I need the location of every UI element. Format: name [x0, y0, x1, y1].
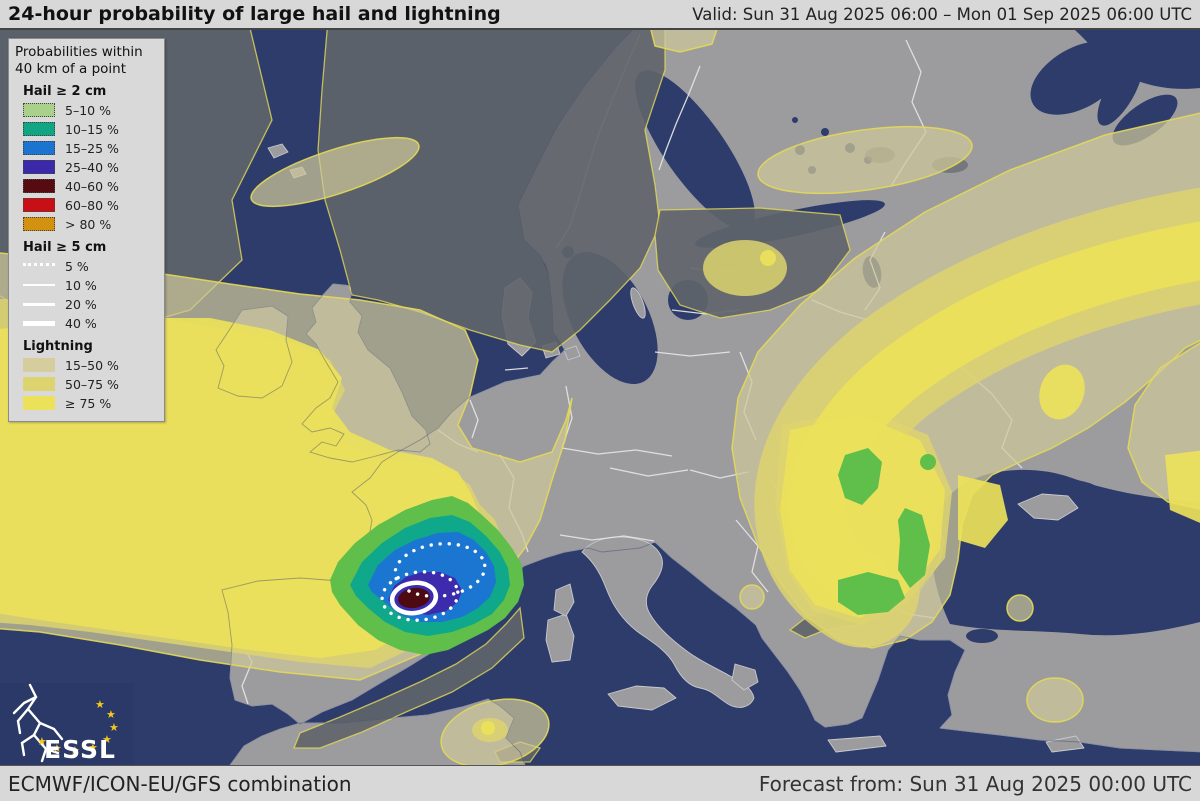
- legend-item-label: > 80 %: [65, 216, 112, 232]
- color-swatch: [23, 103, 55, 118]
- legend-item: 25–40 %: [23, 158, 158, 177]
- legend-item: 50–75 %: [23, 375, 158, 394]
- essl-wordmark: ESSL: [44, 735, 116, 764]
- header-bar: 24-hour probability of large hail and li…: [0, 0, 1200, 30]
- line-style-sample: [23, 263, 55, 269]
- legend-item-label: 15–50 %: [65, 357, 119, 373]
- legend-item-label: 5–10 %: [65, 102, 111, 118]
- legend-item: > 80 %: [23, 215, 158, 234]
- essl-logo: ★ ★ ★ ★ ★ ★ ★ ★ ESSL: [0, 683, 134, 765]
- color-swatch: [23, 396, 55, 411]
- legend-item: 10 %: [23, 276, 158, 295]
- legend-title: Probabilities within 40 km of a point: [15, 44, 143, 77]
- color-swatch: [23, 217, 55, 232]
- legend-item: 40–60 %: [23, 177, 158, 196]
- hail-overlay: [330, 448, 936, 655]
- color-swatch: [23, 122, 55, 137]
- legend-item-label: 60–80 %: [65, 197, 119, 213]
- legend-item: 10–15 %: [23, 120, 158, 139]
- valid-time-label: Valid: Sun 31 Aug 2025 06:00 – Mon 01 Se…: [692, 4, 1192, 24]
- footer-bar: ECMWF/ICON-EU/GFS combination Forecast f…: [0, 765, 1200, 801]
- legend-item: 60–80 %: [23, 196, 158, 215]
- legend-section-heading: Hail ≥ 5 cm: [23, 239, 107, 255]
- line-style-sample: [23, 320, 55, 326]
- star-icon: ★: [95, 698, 105, 711]
- legend-panel: Probabilities within 40 km of a point Ha…: [8, 38, 165, 422]
- line-style-sample: [23, 284, 55, 287]
- legend-item: ≥ 75 %: [23, 394, 158, 413]
- star-icon: ★: [106, 708, 116, 721]
- legend-item: 15–25 %: [23, 139, 158, 158]
- star-icon: ★: [109, 721, 119, 734]
- legend-item-label: 25–40 %: [65, 159, 119, 175]
- color-swatch: [23, 377, 55, 392]
- star-icon: ★: [52, 742, 62, 755]
- color-swatch: [23, 358, 55, 373]
- legend-item-label: 5 %: [65, 258, 89, 274]
- legend-item-label: 10 %: [65, 277, 97, 293]
- legend-item-label: 40–60 %: [65, 178, 119, 194]
- color-swatch: [23, 141, 55, 156]
- lightning-bolt-icon: [12, 683, 64, 763]
- star-icon: ★: [37, 735, 47, 748]
- legend-item: 5–10 %: [23, 101, 158, 120]
- star-icon: ★: [70, 744, 80, 757]
- star-icon: ★: [88, 741, 98, 754]
- color-swatch: [23, 160, 55, 175]
- page-title: 24-hour probability of large hail and li…: [8, 3, 501, 25]
- model-combination-label: ECMWF/ICON-EU/GFS combination: [8, 771, 352, 796]
- legend-item-label: 10–15 %: [65, 121, 119, 137]
- line-style-sample: [23, 302, 55, 306]
- legend-section-heading: Lightning: [23, 338, 93, 354]
- legend-item-label: 50–75 %: [65, 376, 119, 392]
- legend-item-label: 15–25 %: [65, 140, 119, 156]
- legend-item: 20 %: [23, 295, 158, 314]
- star-icon: ★: [102, 733, 112, 746]
- legend-item: 15–50 %: [23, 356, 158, 375]
- legend-item-label: 20 %: [65, 296, 97, 312]
- legend-body: Hail ≥ 2 cm 5–10 % 10–15 % 15–25 % 25–40 % 40…: [15, 84, 158, 413]
- legend-section-heading: Hail ≥ 2 cm: [23, 83, 107, 99]
- legend-item-label: 40 %: [65, 315, 97, 331]
- legend-item: 5 %: [23, 257, 158, 276]
- forecast-from-label: Forecast from: Sun 31 Aug 2025 00:00 UTC: [758, 771, 1192, 796]
- color-swatch: [23, 198, 55, 213]
- color-swatch: [23, 179, 55, 194]
- legend-item: 40 %: [23, 314, 158, 333]
- legend-item-label: ≥ 75 %: [65, 395, 112, 411]
